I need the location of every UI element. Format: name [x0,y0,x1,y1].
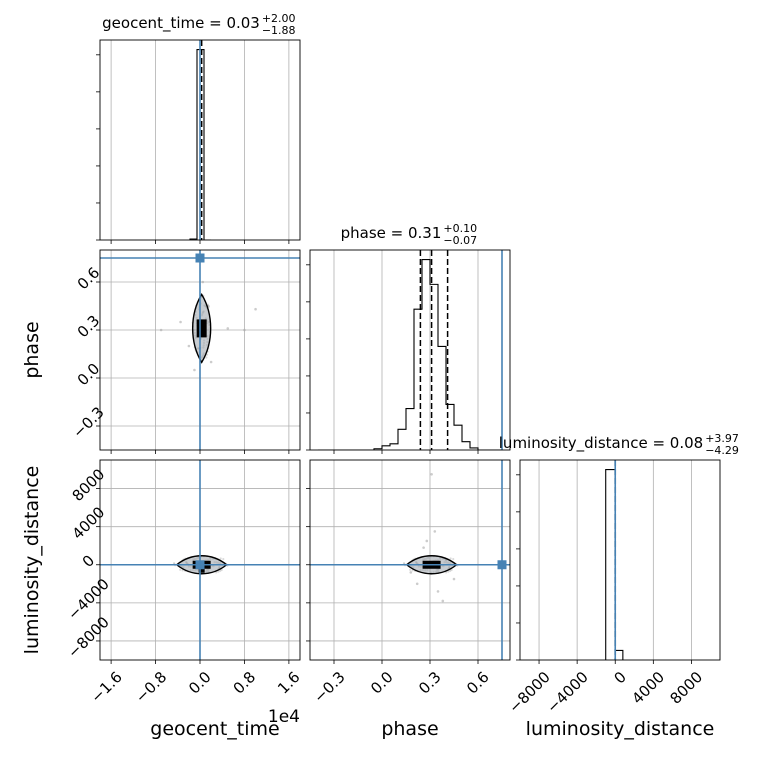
sample-point [209,360,213,364]
panel-content [100,460,300,660]
x-axis-label-luminosity_distance: luminosity_distance [526,718,715,740]
x-tick-label: −4000 [543,668,592,717]
panel-content [318,250,503,450]
y-tick-label: 4000 [69,503,109,543]
y-axis-label-phase: phase [21,321,43,378]
sample-point [226,327,230,330]
sample-point [415,582,419,586]
x-tick-label: 0.8 [230,668,260,698]
x-tick-label: −0.3 [310,668,348,706]
sample-point [452,577,456,581]
x-tick-label: −0.8 [132,668,170,706]
sample-point [205,356,208,359]
truth-marker [195,560,205,570]
sample-point [179,568,182,571]
panel-content [538,460,692,660]
panel-frame [519,459,721,661]
sample-point [449,569,452,572]
panel-frame [309,249,511,451]
panel-title-phase: phase = 0.31 [341,224,442,242]
x-tick-label: 0.3 [415,668,445,698]
sample-point [441,599,445,603]
sample-point [193,368,196,372]
y-tick-label: −8000 [64,613,113,662]
sample-point [243,328,246,332]
y-tick-label: 0.6 [74,264,104,294]
y-tick-label: −4000 [64,575,113,624]
panel-title-geocent_time: geocent_time = 0.03 [102,14,260,33]
panel-content [310,460,510,660]
panel-luminosity_distance-phase: −0.3 0.0 0.3 0.6 [306,459,511,707]
panel-phase-phase [306,249,511,454]
histogram-step [189,48,211,240]
sample-point [187,344,191,348]
y-tick-label: 8000 [69,465,109,505]
x-tick-label: −1.6 [87,668,125,706]
truth-marker [195,253,205,263]
contour-core [196,319,207,338]
x-tick-label: 1.6 [274,668,304,698]
x-tick-label: 0 [611,668,630,687]
x-tick-label: 0.0 [185,668,215,698]
sample-point [409,568,412,571]
sample-point [172,562,176,565]
panel-title-lower-error: −4.29 [705,444,739,457]
x-tick-label: 8000 [666,668,706,708]
x-axis-label-phase: phase [381,718,438,740]
sample-point [254,307,257,311]
sample-point [402,562,406,565]
sample-point [436,590,440,593]
sample-point [425,539,429,543]
x-offset-label: 1e4 [268,707,300,727]
panel-geocent_time-geocent_time [96,39,301,244]
sample-point [422,546,425,549]
panel-content [110,40,290,240]
panel-title-lower-error: −0.07 [443,234,477,247]
sample-point [450,568,453,572]
panel-title-lower-error: −1.88 [262,24,296,37]
x-tick-label: 0.0 [367,668,397,698]
x-tick-label: 4000 [628,668,668,708]
y-axis-label-luminosity_distance: luminosity_distance [21,466,43,655]
sample-point [220,568,223,572]
panel-title-upper-error: +3.97 [705,432,739,445]
sample-point [217,570,220,573]
sample-point [219,569,222,572]
x-tick-label: 0.6 [463,668,493,698]
truth-marker [497,560,507,570]
panel-phase-geocent_time: −0.3 0.0 0.3 0.6 [69,249,301,454]
y-tick-label: 0.0 [74,360,104,390]
sample-point [449,557,452,560]
histogram-step [605,468,624,660]
x-tick-label: −8000 [505,668,554,717]
sample-point [219,557,222,560]
y-tick-label: −0.3 [69,403,107,441]
sample-point [159,328,163,332]
y-tick-label: 0 [79,551,98,570]
sample-point [433,530,437,533]
panel-frame [309,459,511,661]
sample-point [179,320,182,324]
sample-point [409,571,413,574]
sample-point [222,557,225,561]
panel-title-luminosity_distance: luminosity_distance = 0.08 [499,434,703,453]
panel-title-upper-error: +0.10 [443,222,477,235]
x-axis-label-geocent_time: geocent_time [150,718,279,740]
histogram-step [318,258,502,450]
sample-point [452,557,455,561]
y-tick-label: 0.3 [74,312,104,342]
sample-point [447,570,450,573]
sample-point [430,472,433,476]
sample-point [201,280,205,284]
panel-content [100,250,300,450]
panel-title-upper-error: +2.00 [262,12,296,25]
